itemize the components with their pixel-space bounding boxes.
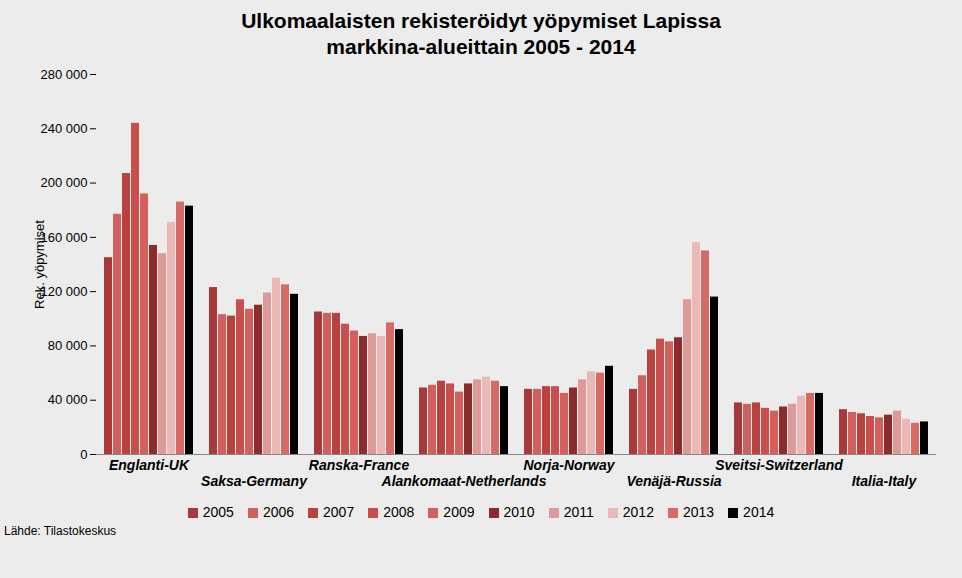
html-text:2008: 2008: [383, 504, 415, 520]
html-text:2014: 2014: [743, 504, 775, 520]
svg-text:Englanti-UK: Englanti-UK: [109, 457, 190, 473]
svg-text:Italia-Italy: Italia-Italy: [852, 473, 918, 489]
html-text:Ulkomaalaisten rekisteröidyt y: Ulkomaalaisten rekisteröidyt yöpymiset L…: [241, 9, 721, 32]
html-text:2005: 2005: [202, 504, 234, 520]
svg-text:Rek. yöpymiset: Rek. yöpymiset: [32, 220, 47, 309]
svg-text:160 000: 160 000: [41, 230, 88, 245]
html-text:2012: 2012: [622, 504, 654, 520]
svg-text:200 000: 200 000: [41, 175, 88, 190]
svg-text:Saksa-Germany: Saksa-Germany: [201, 473, 308, 489]
svg-text:120 000: 120 000: [41, 284, 88, 299]
html-text:2007: 2007: [323, 504, 355, 520]
svg-text:0: 0: [80, 447, 87, 462]
svg-text:Sveitsi-Switzerland: Sveitsi-Switzerland: [715, 457, 843, 473]
svg-text:80 000: 80 000: [48, 338, 88, 353]
svg-text:Norja-Norway: Norja-Norway: [523, 457, 615, 473]
svg-text:40 000: 40 000: [48, 392, 88, 407]
svg-text:Venäjä-Russia: Venäjä-Russia: [626, 473, 721, 489]
html-text:2010: 2010: [503, 504, 535, 520]
svg-text:Alankomaat-Netherlands: Alankomaat-Netherlands: [381, 473, 547, 489]
svg-text:240 000: 240 000: [41, 121, 88, 136]
svg-text:280 000: 280 000: [41, 67, 88, 82]
html-text:Lähde: Tilastokeskus: Lähde: Tilastokeskus: [4, 524, 117, 538]
html-text:markkina-alueittain 2005 - 201: markkina-alueittain 2005 - 2014: [326, 35, 636, 58]
html-text:2006: 2006: [262, 504, 294, 520]
svg-text:Ranska-France: Ranska-France: [309, 457, 410, 473]
html-text:2009: 2009: [443, 504, 475, 520]
html-text:2013: 2013: [682, 504, 715, 520]
html-text:2011: 2011: [563, 504, 594, 520]
